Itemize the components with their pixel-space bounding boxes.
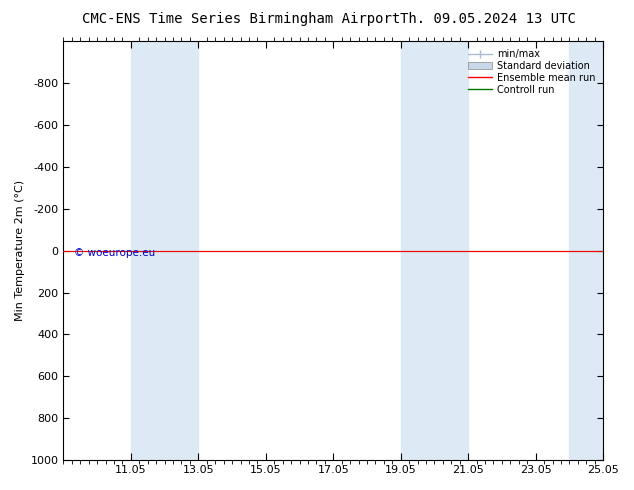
Text: CMC-ENS Time Series Birmingham Airport: CMC-ENS Time Series Birmingham Airport <box>82 12 400 26</box>
Legend: min/max, Standard deviation, Ensemble mean run, Controll run: min/max, Standard deviation, Ensemble me… <box>465 46 598 98</box>
Bar <box>569 41 603 460</box>
Text: Th. 09.05.2024 13 UTC: Th. 09.05.2024 13 UTC <box>400 12 576 26</box>
Bar <box>401 41 468 460</box>
Text: © woeurope.eu: © woeurope.eu <box>74 248 155 258</box>
Bar <box>131 41 198 460</box>
Y-axis label: Min Temperature 2m (°C): Min Temperature 2m (°C) <box>15 180 25 321</box>
